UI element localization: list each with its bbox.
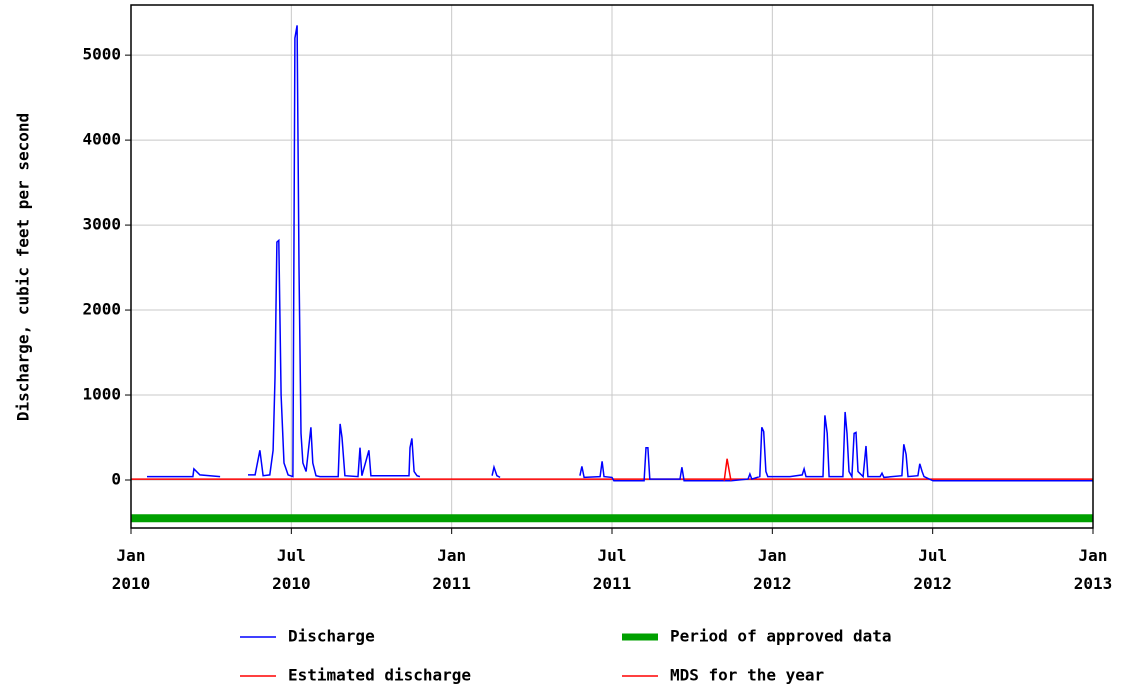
series-line [723,458,732,481]
y-tick-label: 5000 [82,45,121,64]
legend-label: MDS for the year [670,666,824,685]
y-tick-label: 3000 [82,215,121,234]
legend-label: Period of approved data [670,627,892,646]
x-tick-label: Jan 2013 [1073,546,1113,593]
x-tick-label: Jan 2010 [111,546,151,593]
x-tick-label: Jul 2010 [272,546,311,593]
x-tick-label: Jan 2011 [432,546,471,593]
x-tick-label: Jul 2012 [913,546,952,593]
x-tick-label: Jul 2011 [592,546,632,593]
legend-label: Discharge [288,627,375,646]
y-axis-label: Discharge, cubic feet per second [14,113,33,421]
legend-label: Estimated discharge [288,666,471,685]
y-tick-label: 0 [111,469,121,488]
y-tick-label: 2000 [82,300,121,319]
y-tick-label: 1000 [82,385,121,404]
series-line [147,25,1093,482]
plot-frame [130,4,1094,529]
x-tick-label: Jan 2012 [753,546,792,593]
y-tick-label: 4000 [82,130,121,149]
